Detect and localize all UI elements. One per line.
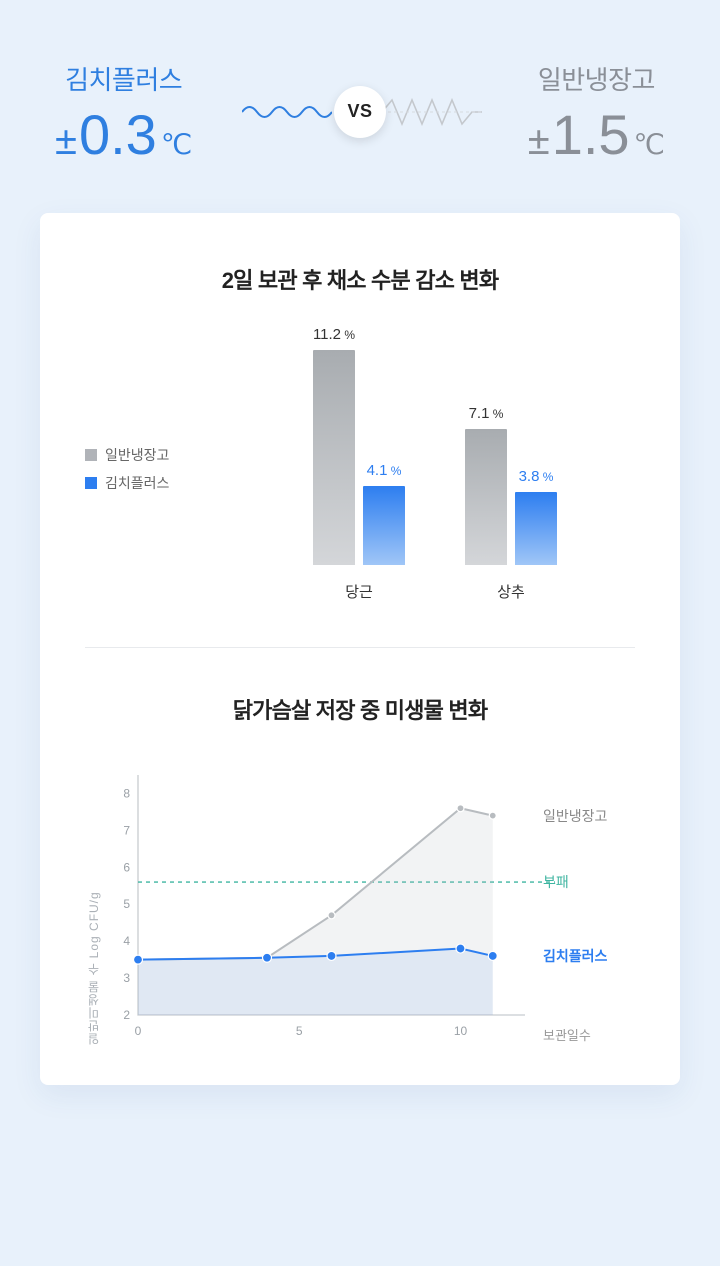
bar-category-label: 당근 bbox=[345, 581, 373, 602]
charts-card: 2일 보관 후 채소 수분 감소 변화 일반냉장고 김치플러스 11.2 %4.… bbox=[40, 213, 680, 1085]
plus-minus-icon: ± bbox=[528, 121, 550, 161]
svg-text:6: 6 bbox=[123, 860, 130, 874]
kimchi-plus-column: 김치플러스 ± 0.3 ℃ bbox=[55, 60, 192, 163]
regular-fridge-unit: ℃ bbox=[634, 131, 665, 159]
bar-blue: 3.8 % bbox=[515, 492, 557, 565]
kimchi-plus-temp: 0.3 bbox=[79, 107, 157, 163]
bar-value-label: 11.2 % bbox=[313, 326, 355, 343]
temperature-comparison-header: 김치플러스 ± 0.3 ℃ VS 일반냉장고 ± 1.5 ℃ bbox=[0, 0, 720, 213]
svg-text:3: 3 bbox=[123, 971, 130, 985]
kimchi-plus-value: ± 0.3 ℃ bbox=[55, 107, 192, 163]
svg-text:8: 8 bbox=[123, 786, 130, 800]
svg-text:7: 7 bbox=[123, 823, 130, 837]
bar-pair: 7.1 %3.8 % bbox=[465, 335, 557, 565]
regular-fridge-label: 일반냉장고 bbox=[538, 60, 655, 97]
bar-chart: 일반냉장고 김치플러스 11.2 %4.1 %당근7.1 %3.8 %상추 bbox=[85, 335, 635, 602]
line-chart: 일반미생물 수 Log CFU/g 2 3 4 5 6 7 8 0 5 10 일반냉장고부패김치플러… bbox=[85, 765, 635, 1045]
svg-text:2: 2 bbox=[123, 1008, 130, 1022]
legend-swatch-icon bbox=[85, 449, 97, 461]
legend-label-kimchiplus: 김치플러스 bbox=[105, 473, 169, 493]
bar-value-label: 4.1 % bbox=[367, 462, 402, 479]
bar-group: 7.1 %3.8 %상추 bbox=[465, 335, 557, 602]
regular-fridge-temp: 1.5 bbox=[552, 107, 630, 163]
bar-value-label: 7.1 % bbox=[469, 405, 504, 422]
kimchi-plus-unit: ℃ bbox=[161, 131, 192, 159]
bar-grey: 11.2 % bbox=[313, 350, 355, 565]
vs-divider: VS bbox=[260, 82, 460, 142]
bar-group: 11.2 %4.1 %당근 bbox=[313, 335, 405, 602]
bar-grey: 7.1 % bbox=[465, 429, 507, 565]
x-axis-label: 보관일수 bbox=[543, 1025, 591, 1044]
legend-label-regular: 일반냉장고 bbox=[105, 445, 169, 465]
legend-swatch-icon bbox=[85, 477, 97, 489]
plus-minus-icon: ± bbox=[55, 121, 77, 161]
line-chart-plot: 2 3 4 5 6 7 8 0 5 10 일반냉장고부패김치플러스보관일수 bbox=[108, 765, 635, 1045]
svg-text:4: 4 bbox=[123, 934, 130, 948]
kimchi-plus-label: 김치플러스 bbox=[65, 60, 182, 97]
series-label: 김치플러스 bbox=[543, 946, 607, 966]
bar-chart-title: 2일 보관 후 채소 수분 감소 변화 bbox=[85, 263, 635, 295]
legend-item-regular: 일반냉장고 bbox=[85, 445, 235, 465]
svg-text:5: 5 bbox=[123, 897, 130, 911]
section-divider bbox=[85, 647, 635, 648]
svg-text:0: 0 bbox=[135, 1024, 142, 1038]
series-label: 일반냉장고 bbox=[543, 806, 607, 826]
svg-text:10: 10 bbox=[454, 1024, 468, 1038]
bar-blue: 4.1 % bbox=[363, 486, 405, 565]
bar-pair: 11.2 %4.1 % bbox=[313, 335, 405, 565]
line-chart-title: 닭가슴살 저장 중 미생물 변화 bbox=[85, 693, 635, 725]
bar-value-label: 3.8 % bbox=[519, 468, 554, 485]
wave-left-icon bbox=[242, 102, 332, 122]
wave-right-icon bbox=[382, 98, 482, 126]
series-label: 부패 bbox=[543, 872, 569, 892]
regular-fridge-value: ± 1.5 ℃ bbox=[528, 107, 665, 163]
svg-text:5: 5 bbox=[296, 1024, 303, 1038]
bar-chart-legend: 일반냉장고 김치플러스 bbox=[85, 437, 235, 501]
bar-category-label: 상추 bbox=[497, 581, 525, 602]
legend-item-kimchiplus: 김치플러스 bbox=[85, 473, 235, 493]
regular-fridge-column: 일반냉장고 ± 1.5 ℃ bbox=[528, 60, 665, 163]
vs-badge: VS bbox=[334, 86, 386, 138]
bar-groups: 11.2 %4.1 %당근7.1 %3.8 %상추 bbox=[235, 335, 635, 602]
y-axis-title: 일반미생물 수 Log CFU/g bbox=[85, 765, 102, 1045]
